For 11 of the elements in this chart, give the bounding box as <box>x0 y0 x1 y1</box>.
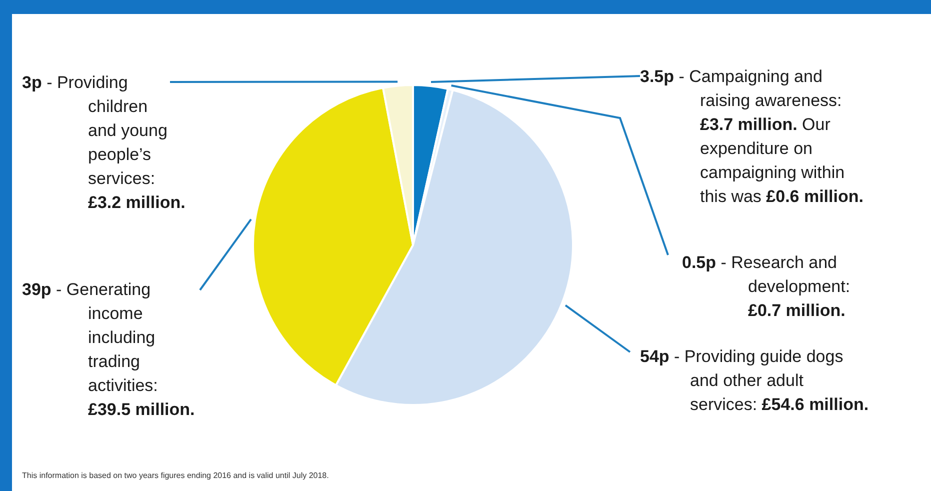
slice-label: - Providing children and young people’s services: £3.2 million. <box>42 73 186 212</box>
data-label: 3.5p <box>640 67 674 86</box>
slice-label: - Generating income including trading activities: £39.5 million. <box>51 280 195 419</box>
category-label: - Campaigning and raising awareness: £3.7 million. Our expenditure on campaigning within this was £0.6 million. <box>678 67 864 206</box>
category-label: - Providing guide dogs and other adult services: £54.6 million. <box>674 347 869 414</box>
data-label: 54p <box>640 347 670 366</box>
data-label: 0.5p <box>682 253 716 272</box>
slice-label: - Research and development: £0.7 million. <box>716 253 850 320</box>
data-label: 3p <box>22 73 42 92</box>
text: This information is based on two years figures ending 2016 and is valid until July 2018. <box>22 471 329 480</box>
data-label: 39p <box>22 280 52 299</box>
